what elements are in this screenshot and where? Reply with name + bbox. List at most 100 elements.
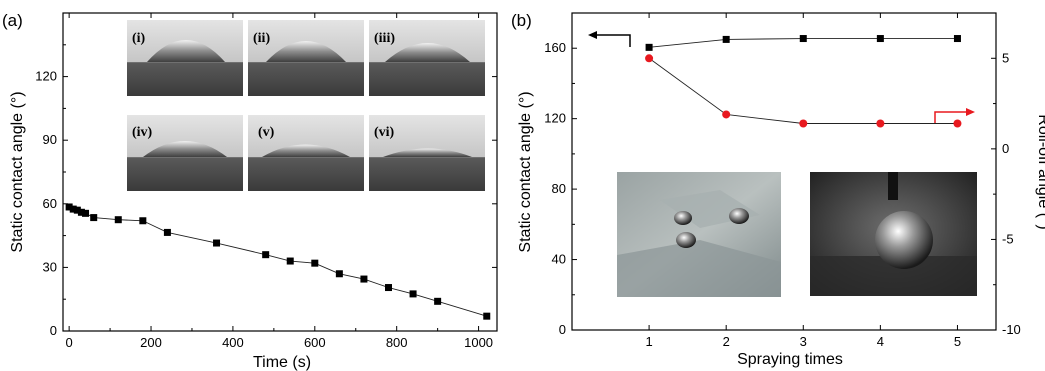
panel-a-insets: (i) (ii) (iii) (iv) (v) — [127, 20, 485, 191]
series-line — [648, 57, 958, 124]
data-point — [139, 217, 147, 225]
data-point — [876, 35, 884, 43]
y2-tick-label: -5 — [1002, 231, 1014, 246]
y2-tick-label: -10 — [1002, 322, 1021, 337]
data-point — [434, 297, 442, 305]
x-tick-label: 3 — [800, 334, 807, 349]
x-tick-label: 1 — [645, 334, 652, 349]
panel-b-plot-frame — [571, 12, 997, 331]
inset-v: (v) — [248, 115, 364, 191]
droplet-shape-i — [147, 40, 225, 62]
panel-a-series — [65, 203, 491, 320]
x-tick-label: 1000 — [464, 335, 493, 350]
data-point — [722, 35, 730, 43]
y-tick-label: 60 — [43, 196, 57, 211]
y-tick-label: 160 — [544, 40, 566, 55]
panel-b-y2-ticks: -10 -5 0 5 — [991, 50, 1021, 337]
panel-b-y-ticks: 0 40 80 120 160 — [544, 40, 577, 337]
x-tick-label: 400 — [222, 335, 244, 350]
data-point — [311, 259, 319, 267]
data-point — [335, 270, 343, 278]
data-point — [645, 43, 653, 51]
inset-label-iii: (iii) — [374, 31, 395, 46]
data-point — [262, 251, 270, 259]
y-tick-label: 40 — [552, 252, 566, 267]
syringe-needle — [888, 172, 898, 200]
panel-b-y2-axis-title: Roll-off angle (°) — [1035, 114, 1045, 229]
droplet-shape-iii — [385, 43, 470, 62]
x-tick-label: 4 — [877, 334, 884, 349]
panel-b-label: (b) — [511, 11, 532, 30]
data-point — [953, 35, 961, 43]
inset-iii: (iii) — [369, 20, 485, 96]
left-axis-arrow-line — [594, 34, 631, 47]
stone-block — [617, 240, 781, 297]
panel-b: (b) Spraying times Static contact angle … — [511, 11, 1045, 368]
droplet-shape-iv — [143, 141, 227, 157]
data-point — [385, 284, 392, 292]
x-tick-label: 200 — [140, 335, 162, 350]
panel-b-x-ticks: 1 2 3 4 5 — [645, 13, 961, 349]
y-tick-label: 0 — [559, 322, 566, 337]
y-tick-label: 120 — [35, 69, 57, 84]
y2-tick-label: 5 — [1002, 50, 1009, 65]
data-point — [483, 312, 491, 320]
panel-a-label: (a) — [2, 11, 23, 30]
y2-tick-label: 0 — [1002, 141, 1009, 156]
data-point — [163, 228, 171, 236]
panel-b-y-axis-title: Static contact angle (°) — [517, 91, 534, 252]
x-tick-label: 800 — [386, 335, 408, 350]
inset-label-i: (i) — [132, 31, 146, 46]
panel-a-y-ticks: 0 30 60 90 120 — [35, 44, 497, 338]
panel-b-x-axis-title: Spraying times — [737, 351, 843, 368]
y-tick-label: 90 — [43, 132, 57, 147]
spherical-droplet — [875, 211, 933, 269]
inset-i: (i) — [127, 20, 243, 96]
droplet-on-needle-photo — [810, 172, 977, 296]
y-tick-label: 0 — [50, 323, 57, 338]
data-point — [953, 119, 962, 128]
water-droplet — [676, 232, 696, 248]
data-point — [82, 209, 90, 217]
data-point — [876, 119, 885, 128]
droplet-shape-vi — [383, 148, 472, 157]
data-point — [73, 206, 81, 214]
data-point — [360, 275, 368, 283]
right-axis-arrow-head — [966, 108, 975, 116]
data-point — [77, 208, 85, 216]
x-tick-label: 2 — [723, 334, 730, 349]
x-tick-label: 5 — [954, 334, 961, 349]
droplets-on-stone-photo — [617, 172, 781, 297]
data-point — [213, 239, 221, 247]
inset-ii: (ii) — [248, 20, 364, 96]
y-tick-label: 80 — [552, 181, 566, 196]
inset-label-iv: (iv) — [132, 125, 153, 140]
left-axis-arrow — [588, 31, 631, 47]
data-point — [114, 216, 122, 224]
droplet-shape-ii — [266, 41, 346, 62]
y-tick-label: 120 — [544, 111, 566, 126]
left-axis-arrow-head — [588, 31, 597, 39]
inset-vi: (vi) — [369, 115, 485, 191]
right-axis-arrow-line — [934, 111, 969, 124]
panel-b-insets — [617, 172, 977, 297]
data-point — [69, 205, 77, 213]
droplet-shape-v — [262, 144, 350, 157]
y-tick-label: 30 — [43, 259, 57, 274]
water-droplet — [729, 208, 749, 224]
x-tick-label: 0 — [66, 335, 73, 350]
data-point — [65, 203, 73, 211]
x-tick-label: 600 — [304, 335, 326, 350]
data-point — [722, 110, 731, 119]
data-point — [90, 214, 98, 222]
inset-label-ii: (ii) — [253, 31, 270, 46]
panel-a-x-axis-title: Time (s) — [253, 354, 311, 371]
panel-b-series — [645, 35, 962, 128]
data-point — [799, 35, 807, 43]
inset-label-v: (v) — [258, 125, 275, 140]
panel-a-x-ticks: 0 200 400 600 800 1000 — [66, 13, 493, 350]
data-point — [645, 54, 654, 63]
series-line — [68, 206, 487, 317]
inset-iv: (iv) — [127, 115, 243, 191]
right-axis-arrow — [934, 108, 975, 124]
